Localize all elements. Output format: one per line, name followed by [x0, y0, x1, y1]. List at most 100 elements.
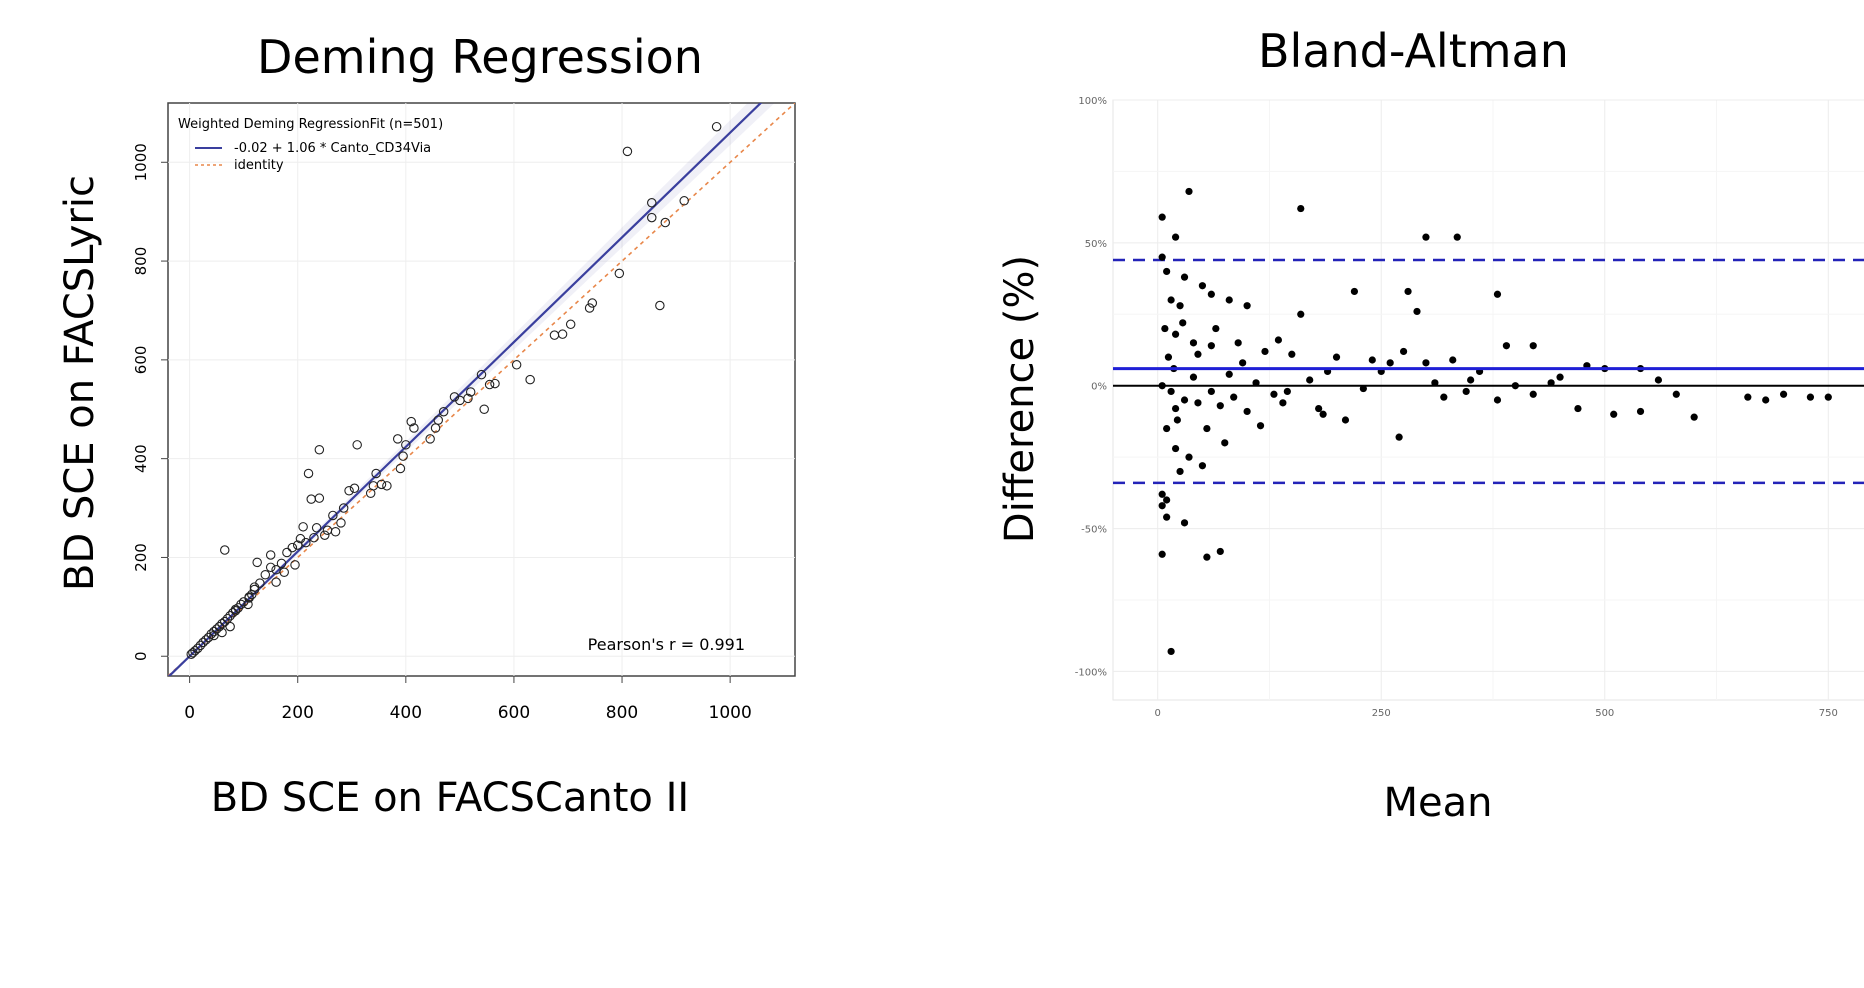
data-point [401, 440, 411, 450]
data-point [1161, 324, 1169, 333]
data-point [1462, 387, 1470, 396]
data-point [565, 319, 576, 330]
data-point [647, 198, 657, 208]
data-point [1824, 393, 1832, 401]
data-point [338, 503, 349, 513]
data-point [306, 494, 316, 504]
bland-altman-y-ticks: 100% 50% 0% -50% -100% [1075, 96, 1107, 678]
data-point [655, 300, 665, 311]
data-point [398, 451, 408, 461]
data-point [314, 445, 325, 455]
data-point [1158, 253, 1166, 261]
x-tick-label: 800 [606, 703, 638, 723]
data-point [290, 560, 300, 570]
data-point [349, 483, 360, 494]
y-tick-label: -50% [1081, 525, 1107, 536]
data-point [1171, 330, 1180, 338]
data-point [271, 577, 281, 587]
data-point [465, 387, 476, 397]
data-point [679, 196, 689, 206]
data-point [1185, 453, 1193, 461]
data-point [1672, 390, 1680, 398]
data-point [303, 468, 314, 479]
data-point [1163, 496, 1171, 504]
data-point [1502, 342, 1511, 350]
data-point [1422, 233, 1430, 241]
data-point [490, 378, 500, 389]
data-point [1297, 310, 1305, 318]
data-point [1453, 233, 1461, 241]
data-point [1189, 339, 1198, 347]
data-point [409, 423, 419, 433]
data-point [1319, 410, 1327, 418]
data-point [1230, 393, 1238, 401]
y-tick-label: 50% [1085, 239, 1107, 250]
y-tick-label: 1000 [132, 143, 150, 181]
data-point [1207, 342, 1215, 350]
data-point [1359, 384, 1367, 393]
data-point [382, 481, 392, 491]
data-point [511, 360, 522, 370]
data-point [1449, 356, 1457, 364]
data-point [371, 468, 381, 479]
identity-line [168, 103, 795, 676]
data-point [186, 649, 196, 660]
data-point [309, 532, 319, 543]
data-point [279, 567, 289, 578]
data-point [1180, 519, 1189, 527]
data-point [1395, 433, 1403, 441]
data-point [220, 616, 230, 627]
data-point [525, 374, 535, 385]
data-point [1762, 396, 1770, 404]
data-point [301, 537, 311, 548]
data-point [1194, 350, 1202, 358]
data-point [438, 406, 449, 417]
x-tick-label: 1000 [709, 703, 752, 723]
data-point [395, 463, 406, 474]
data-point [1332, 353, 1341, 361]
data-point [344, 486, 354, 496]
x-tick-label: 750 [1819, 708, 1838, 719]
data-point [1171, 404, 1180, 413]
data-point [476, 369, 487, 380]
x-tick-label: 500 [1595, 708, 1614, 719]
data-point [287, 542, 298, 553]
data-point [1243, 407, 1251, 416]
data-point [265, 550, 276, 560]
data-point [479, 404, 489, 415]
data-point [1158, 490, 1166, 498]
data-point [1194, 399, 1202, 407]
data-point [1179, 319, 1187, 327]
data-point [244, 592, 254, 602]
data-point [392, 434, 403, 444]
data-point [1180, 273, 1189, 281]
data-point [1256, 422, 1265, 430]
fit-confidence-band [169, 103, 775, 676]
data-point [1529, 342, 1537, 350]
data-point [1212, 324, 1220, 333]
data-point [1207, 290, 1215, 298]
data-point [298, 522, 308, 532]
data-point [1252, 379, 1260, 387]
data-point [1176, 302, 1184, 310]
data-point [1225, 296, 1233, 304]
data-point [1274, 336, 1283, 344]
data-point [1341, 416, 1350, 424]
bland-altman-x-ticks: 0 250 500 750 [1155, 708, 1838, 719]
data-point [188, 648, 198, 658]
data-point [1225, 370, 1233, 378]
y-tick-label: 800 [132, 247, 150, 276]
data-point [1279, 399, 1287, 407]
data-point [225, 621, 235, 632]
data-point [233, 603, 244, 613]
data-point [1288, 350, 1296, 358]
data-point [1158, 550, 1166, 558]
data-point [1493, 396, 1502, 404]
data-point [328, 510, 338, 521]
data-point [1173, 416, 1181, 424]
data-point [217, 627, 227, 638]
data-point [449, 392, 460, 402]
legend-fit-label: -0.02 + 1.06 * Canto_CD34Via [234, 141, 431, 156]
data-point [1185, 187, 1193, 196]
data-point [214, 621, 225, 632]
